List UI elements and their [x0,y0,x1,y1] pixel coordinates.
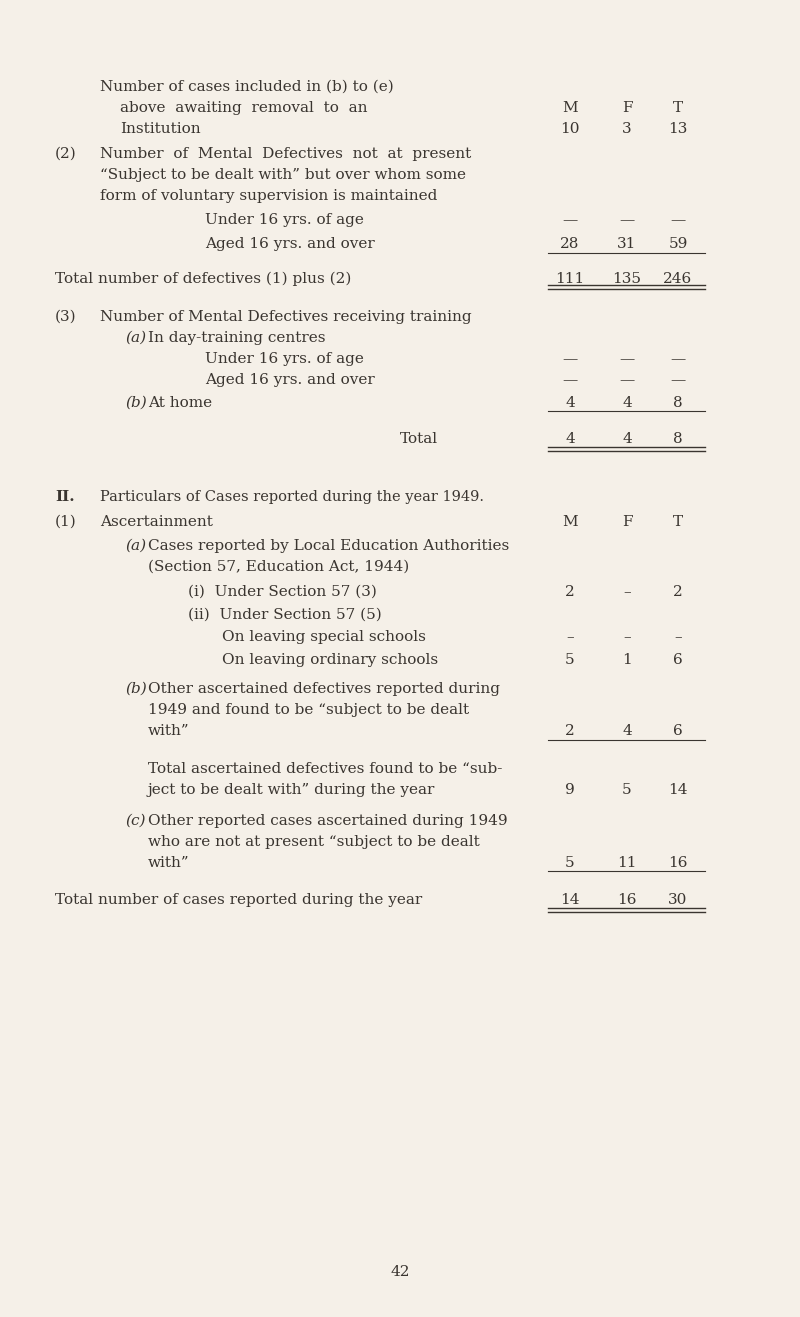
Text: —: — [619,373,634,387]
Text: Other ascertained defectives reported during: Other ascertained defectives reported du… [148,682,500,695]
Text: form of voluntary supervision is maintained: form of voluntary supervision is maintai… [100,190,438,203]
Text: II.: II. [55,490,74,504]
Text: Aged 16 yrs. and over: Aged 16 yrs. and over [205,373,374,387]
Text: (b): (b) [125,682,146,695]
Text: 3: 3 [622,122,632,136]
Text: Number of Mental Defectives receiving training: Number of Mental Defectives receiving tr… [100,309,472,324]
Text: 13: 13 [668,122,688,136]
Text: (1): (1) [55,515,77,529]
Text: (ii)  Under Section 57 (5): (ii) Under Section 57 (5) [188,608,382,622]
Text: —: — [619,352,634,366]
Text: Institution: Institution [120,122,201,136]
Text: —: — [670,213,686,227]
Text: 4: 4 [622,396,632,410]
Text: –: – [623,585,631,599]
Text: 4: 4 [565,432,575,446]
Text: Under 16 yrs. of age: Under 16 yrs. of age [205,352,364,366]
Text: —: — [670,352,686,366]
Text: At home: At home [148,396,212,410]
Text: Other reported cases ascertained during 1949: Other reported cases ascertained during … [148,814,508,828]
Text: Under 16 yrs. of age: Under 16 yrs. of age [205,213,364,227]
Text: —: — [562,352,578,366]
Text: (a): (a) [125,539,146,553]
Text: 16: 16 [668,856,688,871]
Text: 4: 4 [622,724,632,738]
Text: 5: 5 [565,856,575,871]
Text: Number of cases included in (b) to (e): Number of cases included in (b) to (e) [100,80,394,94]
Text: F: F [622,101,632,115]
Text: 4: 4 [622,432,632,446]
Text: —: — [562,373,578,387]
Text: (3): (3) [55,309,77,324]
Text: 2: 2 [565,585,575,599]
Text: In day-training centres: In day-training centres [148,331,326,345]
Text: 8: 8 [673,432,683,446]
Text: On leaving ordinary schools: On leaving ordinary schools [222,653,438,666]
Text: Total: Total [400,432,438,446]
Text: 30: 30 [668,893,688,907]
Text: Particulars of Cases reported during the year 1949.: Particulars of Cases reported during the… [100,490,484,504]
Text: “Subject to be dealt with” but over whom some: “Subject to be dealt with” but over whom… [100,169,466,182]
Text: (b): (b) [125,396,146,410]
Text: –: – [674,630,682,644]
Text: 2: 2 [565,724,575,738]
Text: 42: 42 [390,1266,410,1279]
Text: —: — [562,213,578,227]
Text: M: M [562,101,578,115]
Text: 1949 and found to be “subject to be dealt: 1949 and found to be “subject to be deal… [148,703,469,716]
Text: 135: 135 [613,273,642,286]
Text: Total number of defectives (1) plus (2): Total number of defectives (1) plus (2) [55,273,351,286]
Text: On leaving special schools: On leaving special schools [222,630,426,644]
Text: 59: 59 [668,237,688,252]
Text: Aged 16 yrs. and over: Aged 16 yrs. and over [205,237,374,252]
Text: —: — [619,213,634,227]
Text: Number  of  Mental  Defectives  not  at  present: Number of Mental Defectives not at prese… [100,148,471,161]
Text: Ascertainment: Ascertainment [100,515,213,529]
Text: —: — [670,373,686,387]
Text: with”: with” [148,856,190,871]
Text: F: F [622,515,632,529]
Text: 4: 4 [565,396,575,410]
Text: 6: 6 [673,724,683,738]
Text: –: – [623,630,631,644]
Text: Total number of cases reported during the year: Total number of cases reported during th… [55,893,422,907]
Text: 111: 111 [555,273,585,286]
Text: (2): (2) [55,148,77,161]
Text: 28: 28 [560,237,580,252]
Text: (i)  Under Section 57 (3): (i) Under Section 57 (3) [188,585,377,599]
Text: 10: 10 [560,122,580,136]
Text: ject to be dealt with” during the year: ject to be dealt with” during the year [148,784,435,797]
Text: 11: 11 [618,856,637,871]
Text: 14: 14 [560,893,580,907]
Text: Cases reported by Local Education Authorities: Cases reported by Local Education Author… [148,539,510,553]
Text: 246: 246 [663,273,693,286]
Text: (c): (c) [125,814,146,828]
Text: 5: 5 [622,784,632,797]
Text: 31: 31 [618,237,637,252]
Text: who are not at present “subject to be dealt: who are not at present “subject to be de… [148,835,480,849]
Text: M: M [562,515,578,529]
Text: 8: 8 [673,396,683,410]
Text: T: T [673,101,683,115]
Text: 2: 2 [673,585,683,599]
Text: 1: 1 [622,653,632,666]
Text: 16: 16 [618,893,637,907]
Text: above  awaiting  removal  to  an: above awaiting removal to an [120,101,367,115]
Text: 6: 6 [673,653,683,666]
Text: Total ascertained defectives found to be “sub-: Total ascertained defectives found to be… [148,763,502,776]
Text: 9: 9 [565,784,575,797]
Text: (Section 57, Education Act, 1944): (Section 57, Education Act, 1944) [148,560,410,574]
Text: with”: with” [148,724,190,738]
Text: 14: 14 [668,784,688,797]
Text: 5: 5 [565,653,575,666]
Text: T: T [673,515,683,529]
Text: –: – [566,630,574,644]
Text: (a): (a) [125,331,146,345]
